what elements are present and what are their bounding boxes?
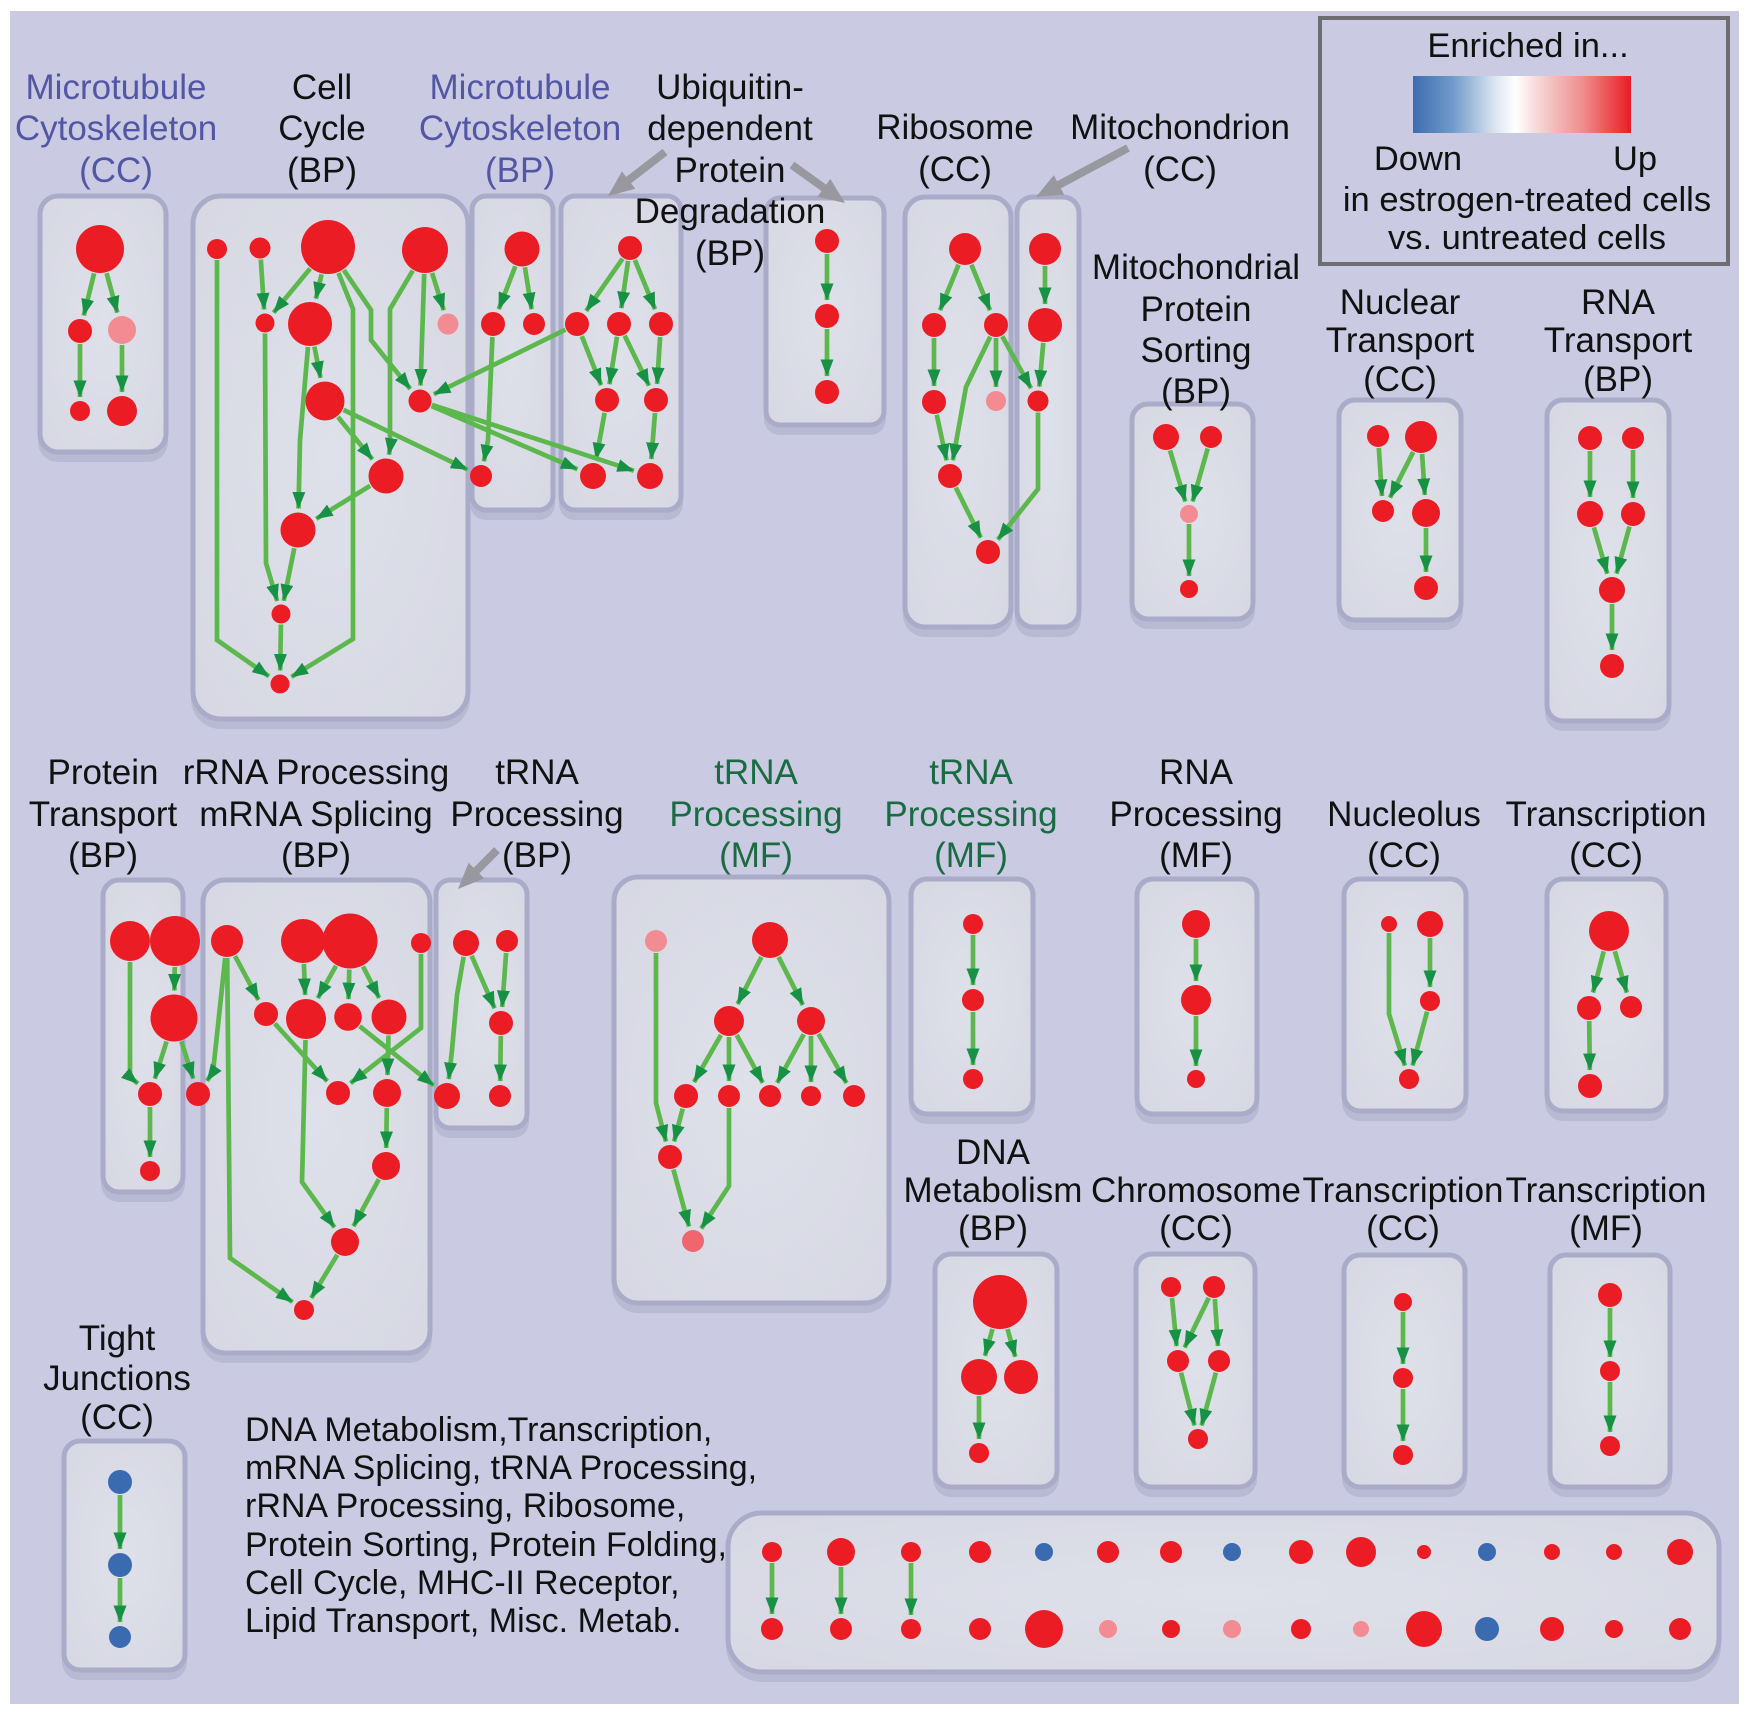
svg-text:tRNA: tRNA (495, 753, 579, 792)
svg-text:RNA: RNA (1159, 753, 1234, 792)
svg-text:Processing: Processing (884, 795, 1057, 834)
svg-text:(CC): (CC) (1569, 836, 1643, 875)
svg-text:(BP): (BP) (68, 836, 138, 875)
svg-text:Down: Down (1374, 140, 1462, 178)
svg-text:DNA: DNA (956, 1133, 1031, 1172)
svg-text:Chromosome: Chromosome (1091, 1171, 1301, 1210)
svg-text:Lipid Transport, Misc. Metab.: Lipid Transport, Misc. Metab. (245, 1602, 682, 1640)
svg-text:rRNA Processing, Ribosome,: rRNA Processing, Ribosome, (245, 1487, 685, 1525)
svg-text:vs. untreated cells: vs. untreated cells (1388, 219, 1666, 257)
svg-text:Nucleolus: Nucleolus (1327, 795, 1481, 834)
svg-text:RNA: RNA (1581, 283, 1656, 322)
svg-text:(BP): (BP) (502, 836, 572, 875)
svg-text:Transport: Transport (1326, 321, 1475, 360)
svg-text:(BP): (BP) (281, 836, 351, 875)
svg-text:(CC): (CC) (1367, 836, 1441, 875)
svg-text:(CC): (CC) (1143, 150, 1217, 189)
svg-text:(BP): (BP) (485, 151, 555, 190)
svg-text:Microtubule: Microtubule (26, 68, 207, 107)
svg-text:Cytoskeleton: Cytoskeleton (419, 109, 621, 148)
svg-text:Processing: Processing (450, 795, 623, 834)
svg-text:Nuclear: Nuclear (1340, 283, 1461, 322)
svg-text:Cell Cycle, MHC-II Receptor,: Cell Cycle, MHC-II Receptor, (245, 1564, 680, 1602)
svg-text:Transcription: Transcription (1506, 795, 1707, 834)
svg-text:(MF): (MF) (719, 836, 793, 875)
svg-text:(MF): (MF) (1159, 836, 1233, 875)
svg-text:Metabolism: Metabolism (904, 1171, 1083, 1210)
svg-text:dependent: dependent (647, 109, 813, 148)
svg-text:tRNA: tRNA (929, 753, 1013, 792)
svg-text:Ubiquitin-: Ubiquitin- (656, 68, 804, 107)
svg-text:Tight: Tight (79, 1319, 156, 1358)
svg-text:(MF): (MF) (1569, 1209, 1643, 1248)
svg-text:in estrogen-treated cells: in estrogen-treated cells (1343, 181, 1711, 219)
svg-text:Cytoskeleton: Cytoskeleton (15, 109, 217, 148)
svg-text:Sorting: Sorting (1141, 331, 1252, 370)
svg-text:(BP): (BP) (1161, 372, 1231, 411)
svg-text:(CC): (CC) (918, 150, 992, 189)
svg-text:Protein: Protein (1141, 290, 1252, 329)
svg-text:Degradation: Degradation (635, 192, 826, 231)
svg-text:(BP): (BP) (287, 151, 357, 190)
svg-text:(MF): (MF) (934, 836, 1008, 875)
svg-text:(CC): (CC) (1159, 1209, 1233, 1248)
svg-text:Transcription: Transcription (1506, 1171, 1707, 1210)
svg-text:Transport: Transport (29, 795, 178, 834)
svg-text:Junctions: Junctions (43, 1359, 191, 1398)
svg-text:(BP): (BP) (695, 234, 765, 273)
svg-text:Up: Up (1613, 140, 1657, 178)
svg-text:Enriched in...: Enriched in... (1427, 27, 1628, 65)
svg-text:Mitochondrial: Mitochondrial (1092, 248, 1300, 287)
svg-text:rRNA Processing: rRNA Processing (183, 753, 449, 792)
svg-text:(CC): (CC) (80, 1398, 154, 1437)
svg-text:DNA Metabolism,Transcription,: DNA Metabolism,Transcription, (245, 1411, 712, 1449)
svg-text:Protein: Protein (48, 753, 159, 792)
svg-text:Transport: Transport (1544, 321, 1693, 360)
svg-text:Processing: Processing (669, 795, 842, 834)
svg-text:Cycle: Cycle (278, 109, 366, 148)
svg-text:tRNA: tRNA (714, 753, 798, 792)
svg-text:mRNA Splicing: mRNA Splicing (199, 795, 432, 834)
svg-text:(CC): (CC) (1363, 360, 1437, 399)
svg-text:Mitochondrion: Mitochondrion (1070, 108, 1290, 147)
svg-text:(BP): (BP) (1583, 360, 1653, 399)
svg-text:(CC): (CC) (1366, 1209, 1440, 1248)
svg-text:Microtubule: Microtubule (430, 68, 611, 107)
svg-text:(CC): (CC) (79, 151, 153, 190)
svg-text:(BP): (BP) (958, 1209, 1028, 1248)
svg-text:Protein Sorting, Protein Foldi: Protein Sorting, Protein Folding, (245, 1526, 727, 1564)
svg-text:Transcription: Transcription (1303, 1171, 1504, 1210)
svg-text:Ribosome: Ribosome (876, 108, 1034, 147)
svg-text:Processing: Processing (1109, 795, 1282, 834)
svg-text:Cell: Cell (292, 68, 352, 107)
svg-text:mRNA Splicing, tRNA Processing: mRNA Splicing, tRNA Processing, (245, 1449, 757, 1487)
svg-text:Protein: Protein (675, 151, 786, 190)
